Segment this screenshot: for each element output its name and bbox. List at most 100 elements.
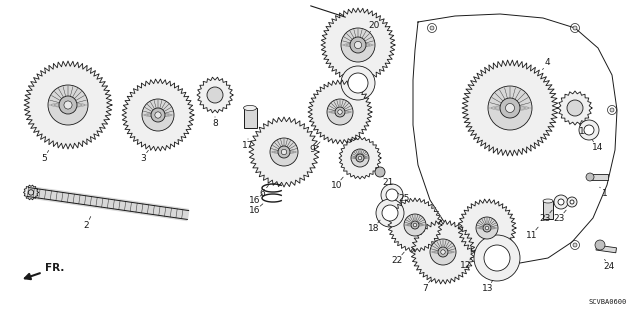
Polygon shape [122, 79, 194, 151]
Circle shape [554, 195, 568, 209]
Circle shape [155, 112, 161, 118]
Text: 6: 6 [260, 189, 266, 198]
Text: 17: 17 [243, 142, 253, 151]
Polygon shape [197, 77, 233, 113]
Text: 11: 11 [525, 231, 537, 240]
Bar [590, 174, 608, 180]
Circle shape [586, 173, 594, 181]
Circle shape [375, 167, 385, 177]
Text: 13: 13 [483, 284, 494, 293]
Circle shape [59, 96, 77, 114]
Circle shape [355, 41, 362, 48]
Circle shape [558, 199, 564, 205]
Circle shape [485, 226, 489, 230]
Text: 10: 10 [331, 181, 342, 189]
Polygon shape [558, 91, 592, 125]
Circle shape [381, 184, 403, 206]
Ellipse shape [543, 199, 553, 203]
Polygon shape [24, 61, 112, 149]
Circle shape [351, 149, 369, 167]
Text: 5: 5 [41, 154, 47, 163]
Text: 3: 3 [140, 154, 145, 163]
Text: 18: 18 [367, 224, 379, 233]
Circle shape [579, 120, 599, 140]
Circle shape [476, 217, 498, 239]
Text: 16: 16 [249, 196, 260, 205]
Circle shape [350, 37, 366, 53]
Polygon shape [388, 198, 442, 252]
Circle shape [28, 190, 34, 195]
Text: 9: 9 [309, 145, 315, 154]
Text: 4: 4 [545, 58, 550, 67]
Text: 20: 20 [369, 21, 380, 30]
Circle shape [573, 26, 577, 30]
Text: 14: 14 [591, 143, 603, 152]
Text: 8: 8 [212, 120, 218, 129]
Polygon shape [411, 220, 475, 284]
Circle shape [441, 250, 445, 254]
Circle shape [567, 197, 577, 207]
Text: 23: 23 [540, 213, 551, 223]
Circle shape [348, 73, 368, 93]
Text: 7: 7 [422, 284, 428, 293]
Bar [543, 201, 553, 219]
Circle shape [341, 28, 375, 62]
Circle shape [48, 85, 88, 125]
Text: SCVBA0600: SCVBA0600 [589, 299, 627, 305]
Text: 1: 1 [602, 189, 607, 198]
Circle shape [595, 240, 605, 250]
Circle shape [386, 189, 398, 201]
Circle shape [506, 103, 515, 113]
Polygon shape [339, 137, 381, 179]
Text: 25: 25 [398, 194, 410, 203]
Text: 23: 23 [554, 213, 565, 223]
Circle shape [573, 243, 577, 247]
Bar [243, 108, 257, 128]
Circle shape [64, 101, 72, 109]
Circle shape [327, 99, 353, 125]
Circle shape [413, 223, 417, 227]
Circle shape [207, 87, 223, 103]
Text: FR.: FR. [25, 263, 65, 279]
Circle shape [270, 138, 298, 166]
Text: 2: 2 [83, 221, 89, 230]
Text: 24: 24 [604, 262, 615, 271]
Circle shape [430, 239, 456, 265]
Polygon shape [458, 199, 516, 257]
Circle shape [376, 199, 404, 227]
Circle shape [474, 235, 520, 281]
Bar [596, 245, 616, 253]
Text: 12: 12 [460, 261, 471, 270]
Circle shape [570, 200, 574, 204]
Circle shape [430, 26, 434, 30]
Polygon shape [321, 8, 395, 82]
Circle shape [584, 125, 594, 135]
Text: 16: 16 [249, 206, 260, 215]
Circle shape [610, 108, 614, 112]
Circle shape [282, 149, 287, 155]
Circle shape [358, 156, 362, 160]
Circle shape [438, 247, 448, 257]
Circle shape [356, 154, 364, 162]
Polygon shape [28, 188, 189, 219]
Polygon shape [249, 117, 319, 187]
Polygon shape [308, 80, 372, 144]
Circle shape [411, 221, 419, 229]
Circle shape [500, 98, 520, 118]
Circle shape [404, 214, 426, 236]
Polygon shape [24, 185, 38, 200]
Circle shape [151, 108, 165, 122]
Circle shape [142, 99, 174, 131]
Circle shape [335, 107, 345, 117]
Circle shape [338, 110, 342, 114]
Text: 22: 22 [392, 256, 403, 264]
Circle shape [483, 224, 491, 232]
Text: 15: 15 [579, 127, 590, 136]
Circle shape [341, 66, 375, 100]
Ellipse shape [243, 105, 257, 111]
Circle shape [382, 205, 398, 221]
Circle shape [488, 86, 532, 130]
Text: 21: 21 [382, 178, 393, 187]
Circle shape [484, 245, 510, 271]
Circle shape [567, 100, 583, 116]
